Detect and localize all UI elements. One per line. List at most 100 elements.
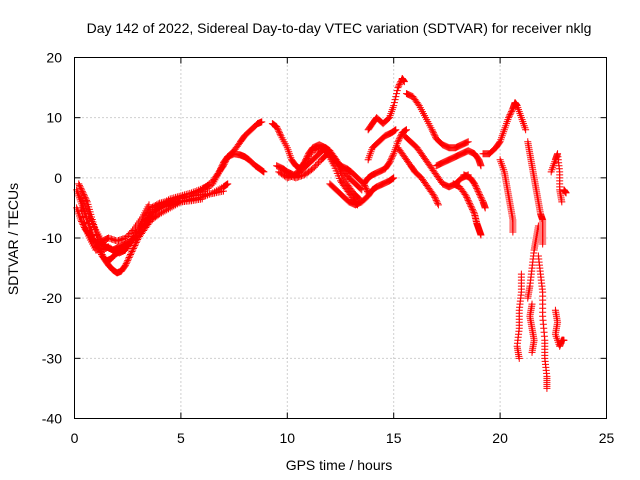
data-point [534, 222, 542, 230]
series-arc-6 [77, 197, 185, 257]
data-point [109, 236, 117, 244]
data-point [505, 112, 513, 120]
data-point [131, 242, 139, 250]
data-point [80, 216, 88, 224]
x-tick-label: 0 [71, 430, 79, 446]
data-point [462, 192, 470, 200]
data-point [156, 210, 164, 218]
data-point [128, 248, 136, 256]
data-point [312, 146, 320, 154]
data-point [528, 300, 536, 308]
data-point [274, 126, 282, 134]
data-point [186, 192, 194, 200]
data-point [431, 132, 439, 140]
data-point [386, 157, 394, 165]
data-point [393, 90, 401, 98]
data-point [395, 135, 403, 143]
data-point [309, 147, 317, 155]
data-point [505, 114, 513, 122]
series-arc-29 [534, 252, 551, 392]
series-arc-26 [524, 138, 547, 248]
data-point [283, 171, 291, 179]
data-point [123, 258, 131, 266]
data-point [124, 231, 132, 239]
series-arc-7 [177, 150, 268, 203]
data-point [299, 171, 307, 179]
data-point [396, 133, 404, 141]
series-arc-32 [560, 186, 570, 197]
data-point [276, 130, 284, 138]
x-tick-label: 5 [177, 430, 185, 446]
data-point [127, 249, 135, 257]
data-point [275, 129, 283, 137]
data-point [390, 127, 398, 135]
x-tick-label: 25 [599, 430, 615, 446]
data-point [313, 160, 321, 168]
data-point [358, 186, 366, 194]
data-point [224, 180, 232, 188]
data-point [122, 261, 130, 269]
y-tick-label: 10 [46, 110, 62, 126]
data-point [295, 173, 303, 181]
data-point [391, 96, 399, 104]
data-point [392, 126, 400, 134]
data-point [286, 172, 294, 180]
data-point [78, 187, 86, 195]
data-point [560, 336, 568, 344]
data-point [75, 181, 83, 189]
data-point [126, 252, 134, 260]
data-point [195, 188, 203, 196]
data-point [430, 192, 438, 200]
data-point [481, 204, 489, 212]
data-point [191, 190, 199, 198]
data-point [432, 196, 440, 204]
data-point [477, 231, 485, 239]
data-point [127, 239, 135, 247]
data-point [463, 138, 471, 146]
data-point [222, 156, 230, 164]
data-point [539, 240, 547, 248]
data-point [473, 184, 481, 192]
y-tick-label: -20 [42, 290, 62, 306]
data-point [394, 138, 402, 146]
data-point [414, 100, 422, 108]
x-axis-title: GPS time / hours [286, 457, 393, 473]
data-point [182, 193, 190, 201]
data-point [509, 228, 517, 236]
data-point [515, 354, 523, 362]
data-point [129, 246, 137, 254]
data-point [433, 198, 441, 206]
data-point [123, 232, 131, 240]
data-point [164, 199, 172, 207]
data-point [166, 199, 174, 207]
data-point [507, 108, 515, 116]
data-point [288, 172, 296, 180]
data-point [464, 138, 472, 146]
series-arc-28 [526, 300, 538, 356]
data-point [402, 126, 410, 134]
data-point [522, 126, 530, 134]
data-point [432, 195, 440, 203]
data-point [130, 243, 138, 251]
data-point [391, 126, 399, 134]
data-point [461, 190, 469, 198]
data-point [313, 145, 321, 153]
data-point [179, 194, 187, 202]
data-point [223, 180, 231, 188]
data-point [114, 237, 122, 245]
data-point [161, 200, 169, 208]
data-point [293, 173, 301, 181]
series-arc-30 [547, 150, 566, 206]
data-point [402, 126, 410, 134]
chart-title: Day 142 of 2022, Sidereal Day-to-day VTE… [87, 20, 592, 36]
series-arc-8 [198, 118, 266, 197]
data-point [273, 123, 281, 131]
series-arc-24 [496, 156, 517, 236]
data-point [125, 254, 133, 262]
data-point [473, 186, 481, 194]
data-point [119, 235, 127, 243]
data-point [160, 201, 168, 209]
data-point [292, 174, 300, 182]
y-tick-labels: -40 -30 -20 -10 0 10 20 [42, 50, 62, 427]
y-tick-label: -10 [42, 230, 62, 246]
